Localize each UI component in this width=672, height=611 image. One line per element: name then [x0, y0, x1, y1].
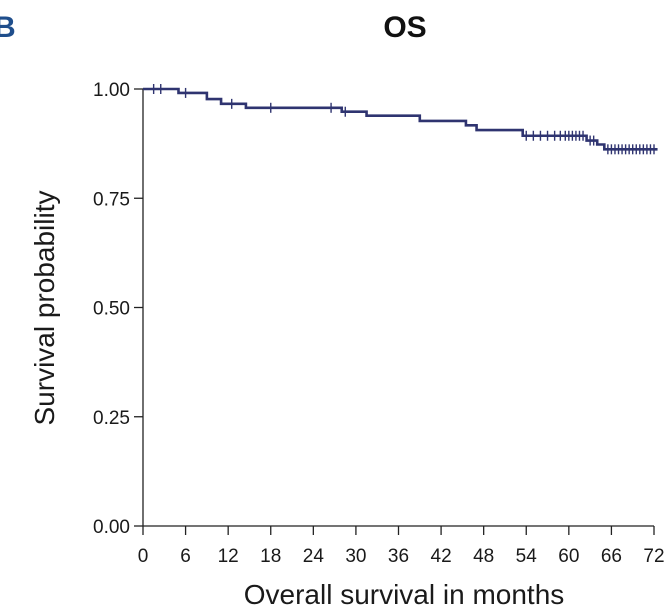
x-axis-label: Overall survival in months — [244, 579, 565, 610]
x-tick-label: 60 — [558, 546, 579, 567]
x-tick-label: 18 — [260, 546, 281, 567]
x-tick-label: 6 — [180, 546, 191, 567]
x-tick-label: 42 — [431, 546, 452, 567]
x-tick-label: 12 — [218, 546, 239, 567]
panel-label: B — [0, 11, 16, 44]
y-tick-label: 0.75 — [93, 189, 130, 210]
y-tick-label: 1.00 — [93, 80, 130, 101]
y-axis-label: Survival probability — [29, 191, 60, 426]
x-tick-label: 24 — [303, 546, 325, 567]
x-tick-label: 48 — [473, 546, 494, 567]
y-tick-label: 0.00 — [93, 517, 130, 538]
x-tick-label: 72 — [643, 546, 664, 567]
x-tick-label: 0 — [138, 546, 149, 567]
survival-curve — [143, 87, 658, 151]
x-tick-label: 30 — [345, 546, 366, 567]
x-tick-label: 54 — [516, 546, 538, 567]
y-ticks: 0.00 0.25 0.50 0.75 1.00 — [93, 80, 143, 538]
x-ticks: 0 6 12 18 24 30 36 42 48 54 60 66 72 — [138, 526, 665, 567]
y-axis: 0.00 0.25 0.50 0.75 1.00 — [93, 80, 144, 538]
x-axis: 0 6 12 18 24 30 36 42 48 54 60 66 72 — [138, 525, 665, 567]
chart-title: OS — [383, 11, 426, 44]
y-tick-label: 0.25 — [93, 408, 130, 429]
y-tick-label: 0.50 — [93, 299, 130, 320]
x-tick-label: 66 — [601, 546, 622, 567]
plot-area — [143, 84, 658, 155]
x-tick-label: 36 — [388, 546, 409, 567]
